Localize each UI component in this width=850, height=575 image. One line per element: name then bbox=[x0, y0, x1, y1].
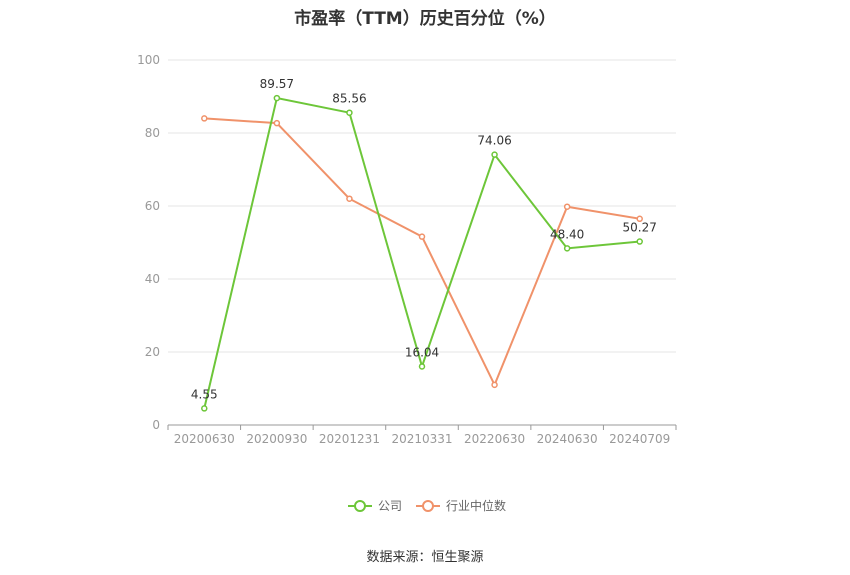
legend-swatch-marker bbox=[354, 500, 366, 512]
legend-swatch-marker bbox=[422, 500, 434, 512]
x-tick-label: 20240630 bbox=[537, 432, 598, 446]
series-line-0 bbox=[203, 96, 640, 409]
data-label: 89.57 bbox=[260, 77, 294, 91]
data-label: 16.04 bbox=[405, 345, 439, 359]
series-point-0 bbox=[201, 405, 208, 412]
x-tick-label: 20240709 bbox=[609, 432, 670, 446]
series-point-0 bbox=[418, 363, 426, 370]
data-label: 85.56 bbox=[332, 92, 366, 106]
x-tick-label: 20201231 bbox=[319, 432, 380, 446]
y-tick-label: 0 bbox=[152, 418, 160, 432]
chart-title: 市盈率（TTM）历史百分位（%） bbox=[294, 9, 556, 29]
x-tick-label: 20200630 bbox=[174, 432, 235, 446]
x-tick-label: 20200930 bbox=[246, 432, 307, 446]
series-point-1 bbox=[418, 233, 426, 240]
y-tick-label: 20 bbox=[145, 345, 160, 359]
x-tick-label: 20220630 bbox=[464, 432, 525, 446]
series-point-1 bbox=[491, 381, 498, 389]
x-tick-label: 20210331 bbox=[391, 432, 452, 446]
series-point-0 bbox=[491, 151, 498, 158]
source-note: 数据来源：恒生聚源 bbox=[366, 550, 484, 565]
series-point-0 bbox=[636, 238, 643, 245]
y-tick-label: 60 bbox=[145, 199, 160, 213]
series-point-1 bbox=[636, 215, 643, 223]
series-point-0 bbox=[346, 109, 353, 116]
series-point-0 bbox=[563, 245, 571, 252]
y-tick-label: 40 bbox=[145, 272, 160, 286]
series-point-1 bbox=[201, 115, 208, 122]
series-point-1 bbox=[273, 119, 281, 127]
series-point-0 bbox=[273, 94, 281, 102]
data-label: 48.40 bbox=[550, 227, 584, 241]
data-label: 4.55 bbox=[191, 387, 218, 401]
series-point-1 bbox=[346, 195, 353, 202]
series-point-1 bbox=[563, 203, 571, 210]
y-tick-label: 80 bbox=[145, 126, 160, 140]
data-label: 50.27 bbox=[623, 221, 657, 235]
legend-label: 行业中位数 bbox=[446, 498, 506, 513]
legend-label: 公司 bbox=[378, 499, 402, 513]
y-tick-label: 100 bbox=[137, 53, 160, 67]
data-label: 74.06 bbox=[477, 134, 511, 148]
